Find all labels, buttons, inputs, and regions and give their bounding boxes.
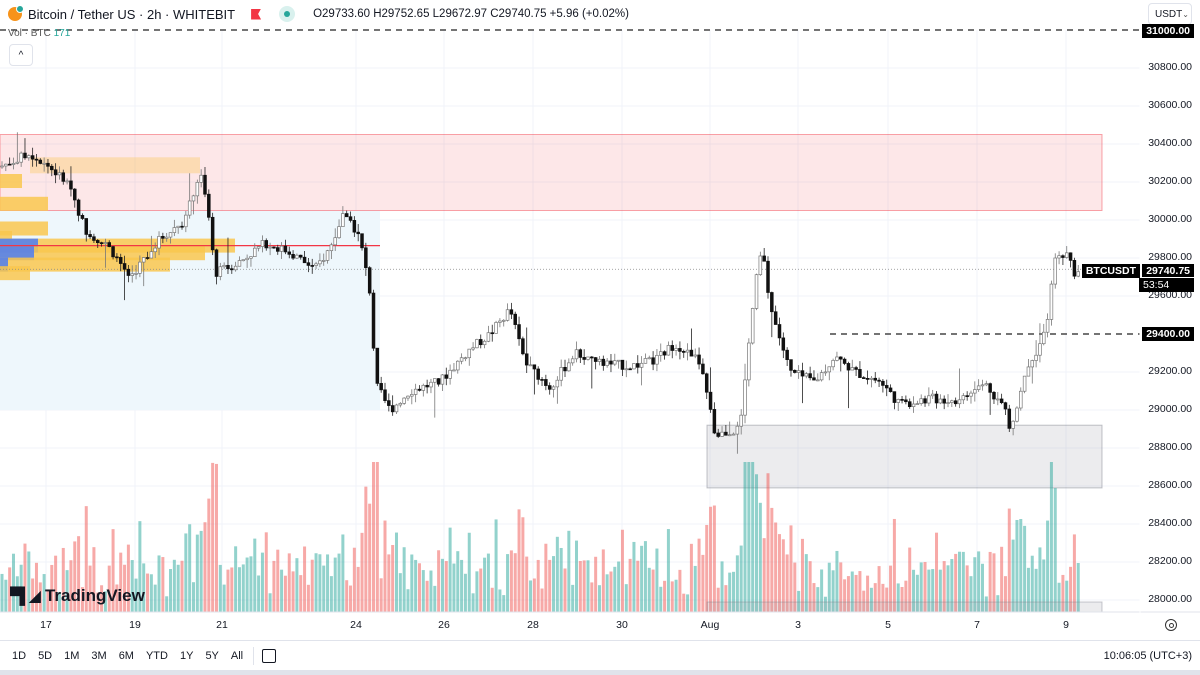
bitcoin-icon — [8, 5, 24, 21]
price-axis-label: 30800.00 — [1148, 61, 1192, 73]
flag-icon[interactable] — [251, 8, 262, 20]
divider — [253, 647, 255, 665]
tradingview-watermark: ▀▌◢ TradingView — [10, 586, 145, 606]
price-axis-label: 28800.00 — [1148, 441, 1192, 453]
volume-legend: Vol · BTC 171 — [8, 28, 70, 39]
market-status-icon[interactable] — [279, 6, 296, 22]
time-axis-label: 30 — [616, 619, 628, 631]
collapse-legend-button[interactable]: ^ — [9, 44, 33, 66]
price-axis-label: 28000.00 — [1148, 593, 1192, 605]
range-5d[interactable]: 5D — [38, 650, 53, 662]
price-tag-31000: 31000.00 — [1142, 24, 1194, 38]
range-6m[interactable]: 6M — [118, 650, 134, 662]
last-price-tag: 29740.75 — [1142, 264, 1194, 277]
tradingview-logo-icon: ▀▌◢ — [10, 588, 41, 605]
price-axis-label: 30000.00 — [1148, 213, 1192, 225]
chevron-down-icon: ⌄ — [1182, 9, 1189, 19]
time-axis-label: 24 — [350, 619, 362, 631]
price-axis-label: 29200.00 — [1148, 365, 1192, 377]
price-axis-label: 30400.00 — [1148, 137, 1192, 149]
time-axis-label: 26 — [438, 619, 450, 631]
ticker-tag: BTCUSDT — [1081, 264, 1140, 278]
volume-label: Vol · BTC — [8, 28, 51, 39]
time-axis-label: 3 — [795, 619, 801, 631]
time-axis-label: 21 — [216, 619, 228, 631]
range-all[interactable]: All — [230, 650, 244, 662]
price-axis-label: 28600.00 — [1148, 479, 1192, 491]
tradingview-name: TradingView — [44, 586, 145, 605]
price-axis-label: 30600.00 — [1148, 99, 1192, 111]
bar-countdown: 53:54 — [1139, 278, 1194, 292]
ohlc-values: O29733.60 H29752.65 L29672.97 C29740.75 … — [313, 8, 629, 20]
price-axis-label: 29800.00 — [1148, 251, 1192, 263]
bottom-toolbar: 1D 5D 1M 3M 6M YTD 1Y 5Y All 10:06:05 (U… — [0, 640, 1200, 671]
time-axis-label: 19 — [129, 619, 141, 631]
price-axis-label: 29600.00 — [1148, 289, 1192, 301]
time-axis-label: 9 — [1063, 619, 1069, 631]
price-axis-label: 28200.00 — [1148, 555, 1192, 567]
bottom-strip — [0, 670, 1200, 675]
range-1y[interactable]: 1Y — [179, 650, 194, 662]
time-axis-label: 17 — [40, 619, 52, 631]
price-axis-label: 28400.00 — [1148, 517, 1192, 529]
range-5y[interactable]: 5Y — [205, 650, 219, 662]
price-chart[interactable] — [0, 0, 1200, 640]
volume-value: 171 — [53, 28, 71, 39]
time-axis-label: 28 — [527, 619, 539, 631]
price-axis-label: 30200.00 — [1148, 175, 1192, 187]
symbol-legend: Bitcoin / Tether US · 2h · WHITEBIT O297… — [8, 5, 629, 22]
price-axis-label: 29000.00 — [1148, 403, 1192, 415]
range-3m[interactable]: 3M — [91, 650, 107, 662]
time-axis-label: 7 — [974, 619, 980, 631]
time-axis-label: 5 — [885, 619, 891, 631]
range-1d[interactable]: 1D — [12, 650, 27, 662]
currency-select[interactable]: USDT ⌄ — [1148, 3, 1192, 25]
price-tag-29400: 29400.00 — [1142, 327, 1194, 341]
settings-icon[interactable] — [1165, 619, 1177, 631]
chevron-up-icon: ^ — [18, 49, 24, 61]
time-axis-label: Aug — [700, 619, 720, 631]
range-ytd[interactable]: YTD — [145, 650, 168, 662]
currency-label: USDT — [1155, 8, 1183, 20]
symbol-title[interactable]: Bitcoin / Tether US · 2h · WHITEBIT — [28, 6, 236, 22]
go-to-date-calendar-icon[interactable] — [262, 649, 277, 663]
clock[interactable]: 10:06:05 (UTC+3) — [1103, 650, 1192, 662]
range-1m[interactable]: 1M — [64, 650, 80, 662]
